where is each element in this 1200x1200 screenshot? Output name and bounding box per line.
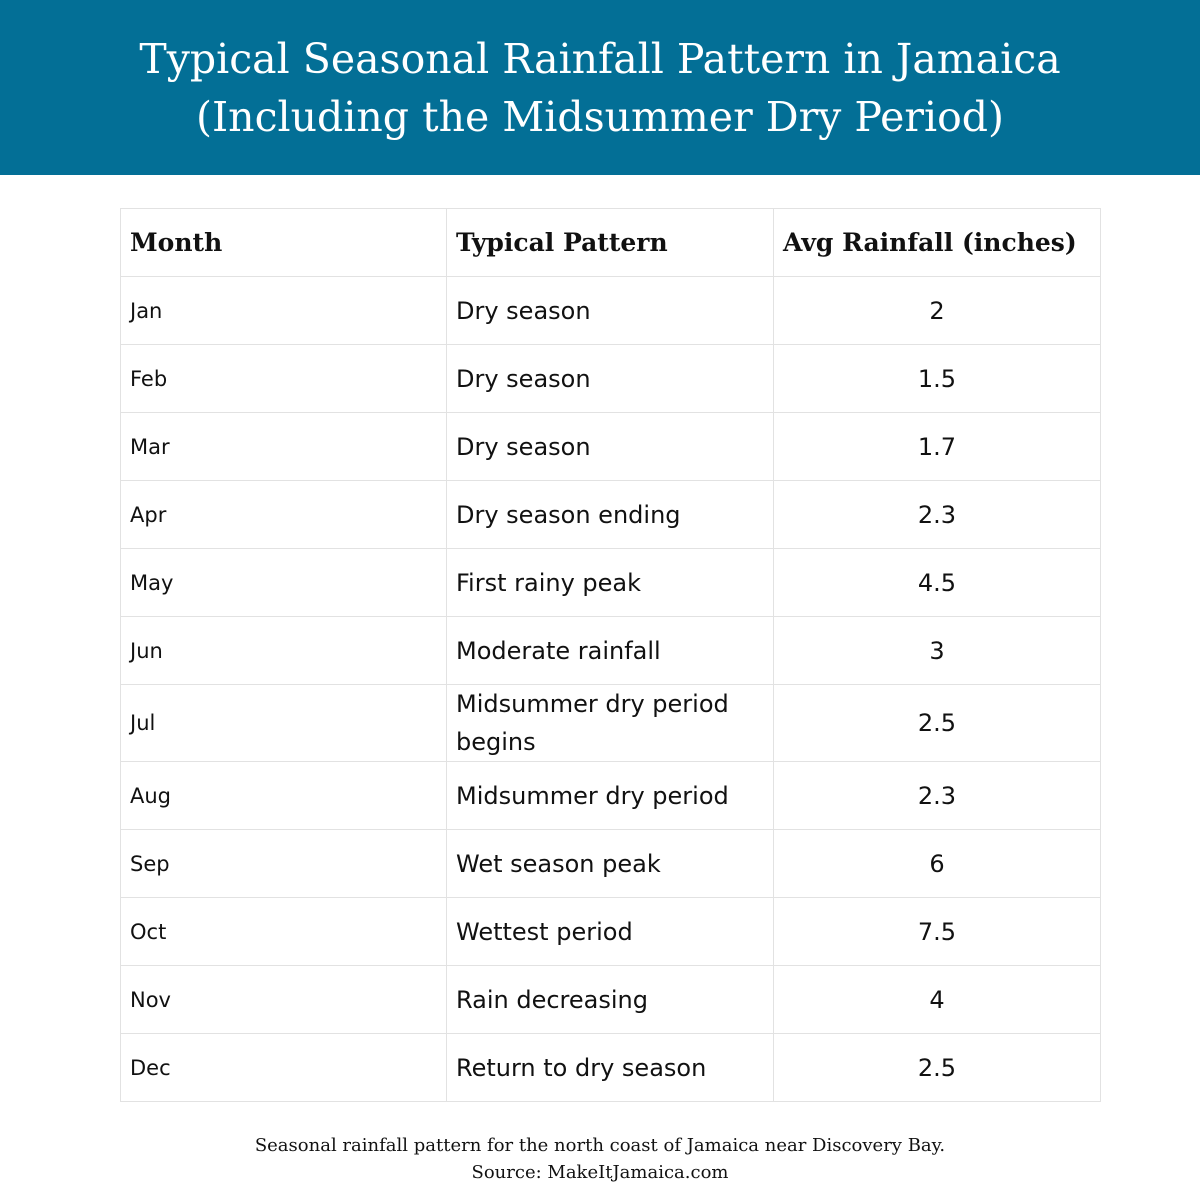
rainfall-cell: 2.5 — [773, 684, 1101, 762]
table-row: Apr Dry season ending 2.3 — [120, 480, 1101, 549]
month-cell: May — [120, 548, 447, 617]
table-row: Nov Rain decreasing 4 — [120, 965, 1101, 1034]
pattern-cell: Midsummer dry period begins — [446, 684, 774, 762]
table-row: Mar Dry season 1.7 — [120, 412, 1101, 481]
month-cell: Oct — [120, 897, 447, 966]
table-row: Jun Moderate rainfall 3 — [120, 616, 1101, 685]
column-header: Avg Rainfall (inches) — [773, 208, 1101, 277]
header: Typical Seasonal Rainfall Pattern in Jam… — [0, 0, 1200, 175]
column-header: Month — [120, 208, 447, 277]
table-row: Sep Wet season peak 6 — [120, 829, 1101, 898]
rainfall-cell: 4 — [773, 965, 1101, 1034]
pattern-cell: Moderate rainfall — [446, 616, 774, 685]
pattern-cell: Wettest period — [446, 897, 774, 966]
pattern-cell: Dry season — [446, 276, 774, 345]
month-cell: Feb — [120, 344, 447, 413]
title-line: Typical Seasonal Rainfall Pattern in Jam… — [139, 34, 1061, 83]
rainfall-cell: 1.5 — [773, 344, 1101, 413]
month-cell: Jul — [120, 684, 447, 762]
month-cell: Dec — [120, 1033, 447, 1102]
column-header: Typical Pattern — [446, 208, 774, 277]
header-row: Month Typical Pattern Avg Rainfall (inches… — [120, 208, 1101, 277]
table-row: Jan Dry season 2 — [120, 276, 1101, 345]
pattern-cell: First rainy peak — [446, 548, 774, 617]
rainfall-cell: 2.3 — [773, 761, 1101, 830]
rainfall-cell: 4.5 — [773, 548, 1101, 617]
rainfall-cell: 2.5 — [773, 1033, 1101, 1102]
rainfall-cell: 6 — [773, 829, 1101, 898]
month-cell: Mar — [120, 412, 447, 481]
rainfall-cell: 1.7 — [773, 412, 1101, 481]
table-row: Oct Wettest period 7.5 — [120, 897, 1101, 966]
month-cell: Nov — [120, 965, 447, 1034]
rainfall-cell: 3 — [773, 616, 1101, 685]
rainfall-cell: 7.5 — [773, 897, 1101, 966]
pattern-cell: Dry season ending — [446, 480, 774, 549]
table-row: Feb Dry season 1.5 — [120, 344, 1101, 413]
pattern-cell: Dry season — [446, 412, 774, 481]
month-cell: Aug — [120, 761, 447, 830]
caption: Seasonal rainfall pattern for the north … — [0, 1132, 1200, 1186]
pattern-cell: Wet season peak — [446, 829, 774, 898]
caption-line: Source: MakeItJamaica.com — [471, 1162, 729, 1183]
pattern-cell: Rain decreasing — [446, 965, 774, 1034]
table-body: Jan Dry season 2 Feb Dry season 1.5 Mar Dry sea… — [120, 276, 1101, 1102]
rainfall-cell: 2.3 — [773, 480, 1101, 549]
month-cell: Jan — [120, 276, 447, 345]
title-line: (Including the Midsummer Dry Period) — [195, 92, 1005, 141]
table-row: Dec Return to dry season 2.5 — [120, 1033, 1101, 1102]
pattern-cell: Midsummer dry period — [446, 761, 774, 830]
caption-line: Seasonal rainfall pattern for the north … — [254, 1135, 946, 1156]
rainfall-cell: 2 — [773, 276, 1101, 345]
pattern-cell: Dry season — [446, 344, 774, 413]
table-row: May First rainy peak 4.5 — [120, 548, 1101, 617]
table-row: Aug Midsummer dry period 2.3 — [120, 761, 1101, 830]
rainfall-table: Month Typical Pattern Avg Rainfall (inches… — [120, 208, 1101, 1102]
pattern-cell: Return to dry season — [446, 1033, 774, 1102]
month-cell: Apr — [120, 480, 447, 549]
month-cell: Jun — [120, 616, 447, 685]
table-row: Jul Midsummer dry period begins 2.5 — [120, 684, 1101, 762]
month-cell: Sep — [120, 829, 447, 898]
